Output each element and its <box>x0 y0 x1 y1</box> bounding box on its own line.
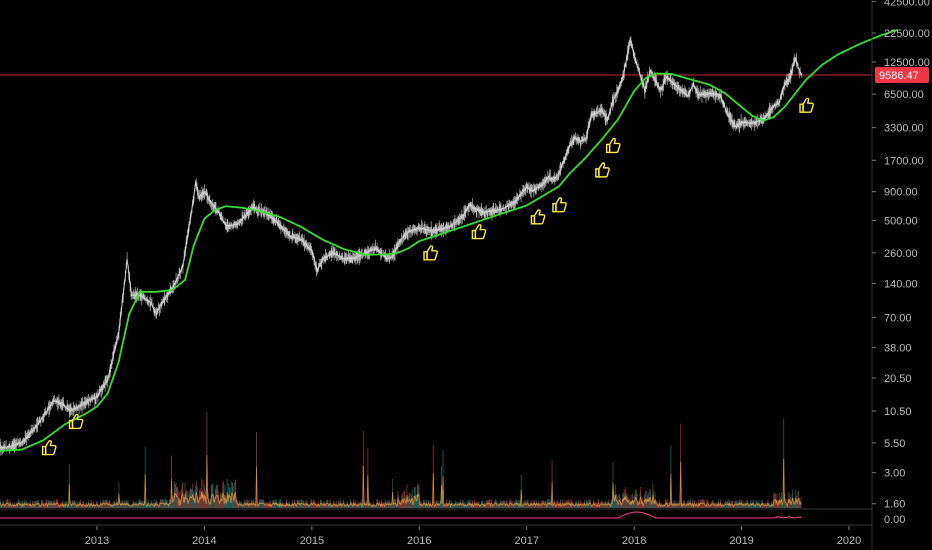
y-tick-label: 900.00 <box>884 187 918 199</box>
price-line <box>0 39 803 449</box>
thumbs-up-icon <box>552 197 567 213</box>
thumbs-up-icon <box>423 245 438 261</box>
volume-pane <box>0 411 802 508</box>
x-tick-label: 2017 <box>514 535 538 547</box>
current-price-badge <box>875 67 929 84</box>
y-tick-label: 260.00 <box>884 248 918 260</box>
y-tick-label: 3.00 <box>884 468 905 480</box>
volume-average-line <box>0 455 802 508</box>
x-tick-label: 2013 <box>85 535 109 547</box>
y-tick-label: 1700.00 <box>884 155 924 167</box>
y-tick-label: 6500.00 <box>884 89 924 101</box>
x-tick-label: 2016 <box>407 535 431 547</box>
x-tick-label: 2015 <box>300 535 324 547</box>
y-tick-label: 10.50 <box>884 406 912 418</box>
x-tick-label: 2019 <box>729 535 753 547</box>
y-tick-label: 38.00 <box>884 343 912 355</box>
y-tick-label: 20.50 <box>884 373 912 385</box>
y-tick-label: 22500.00 <box>884 28 930 40</box>
thumbs-up-icon <box>605 137 621 154</box>
moving-average-line <box>0 28 898 452</box>
y-tick-label: 5.50 <box>884 438 905 450</box>
thumbs-up-icon <box>595 162 610 178</box>
y-tick-label: 500.00 <box>884 216 918 228</box>
indicator-pane <box>0 511 802 519</box>
thumbs-up-icon <box>799 97 814 113</box>
y-tick-label: 140.00 <box>884 278 918 290</box>
thumbs-up-icon <box>68 413 84 430</box>
indicator-line <box>0 511 802 519</box>
thumbs-up-icon <box>530 209 546 225</box>
current-price-label: 9586.47 <box>879 70 919 82</box>
y-tick-label: 3300.00 <box>884 123 924 135</box>
thumbs-up-icon <box>41 440 57 456</box>
y-tick-label: 42500.00 <box>884 0 930 9</box>
x-tick-label: 2020 <box>837 535 861 547</box>
x-tick-label: 2018 <box>622 535 646 547</box>
y-tick-label: 1.60 <box>884 499 905 511</box>
markers <box>41 97 814 456</box>
x-tick-label: 2014 <box>192 535 216 547</box>
price-pane <box>0 28 898 456</box>
indicator-tick-label: 0.00 <box>884 514 905 526</box>
y-tick-label: 12500.00 <box>884 57 930 69</box>
y-tick-label: 70.00 <box>884 313 912 325</box>
thumbs-up-icon <box>471 224 487 240</box>
